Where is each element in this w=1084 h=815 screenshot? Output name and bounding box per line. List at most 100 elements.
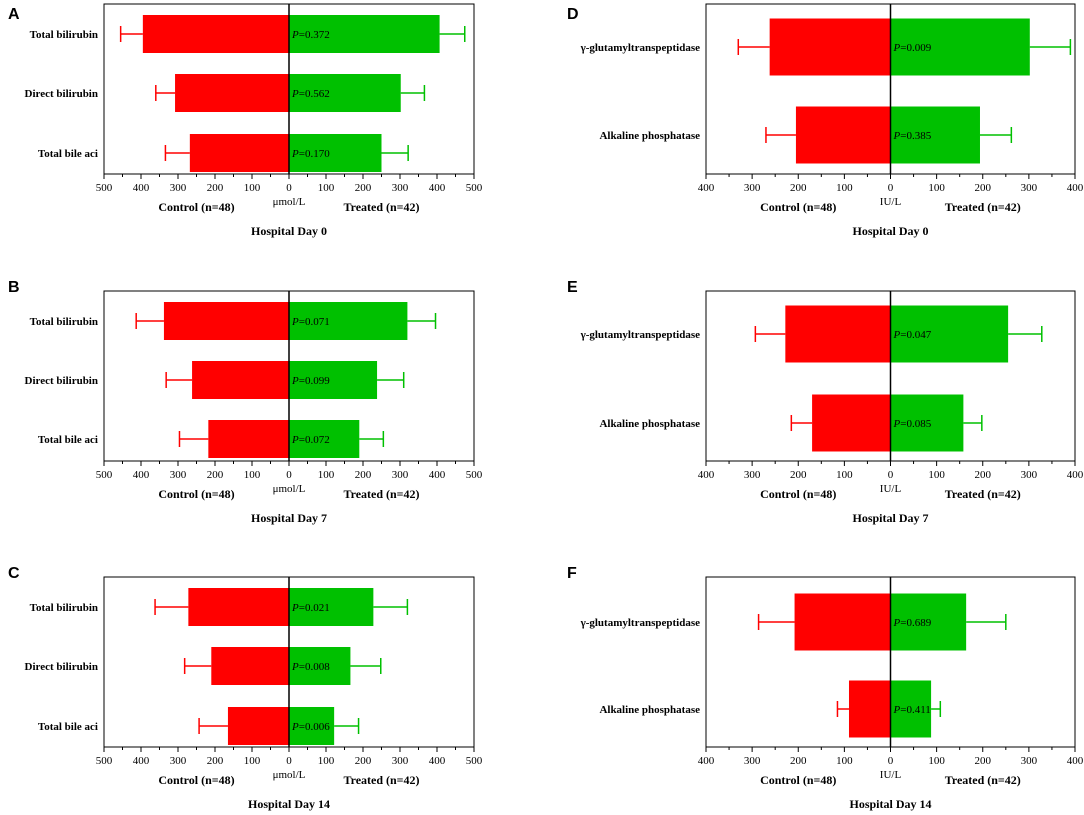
x-tick-label: 500 [466,182,483,194]
x-tick-label: 300 [392,755,409,767]
x-tick-label: 400 [429,755,446,767]
treated-bar [289,361,378,399]
panel-letter: E [567,279,578,296]
p-value: =0.047 [900,329,931,341]
treated-group-label: Treated (n=42) [945,487,1021,501]
p-symbol: P [893,418,901,430]
x-tick-label: 400 [698,469,715,481]
treated-bar [289,302,408,340]
x-tick-label: 100 [836,469,853,481]
p-symbol: P [291,88,299,100]
control-group-label: Control (n=48) [760,487,836,501]
x-tick-label: 100 [928,182,945,194]
control-bar [208,420,289,458]
x-tick-label: 100 [244,182,261,194]
treated-bar [890,593,967,651]
category-label: γ-glutamyltranspeptidase [580,329,701,341]
category-label: Alkaline phosphatase [599,704,700,716]
control-bar [848,680,891,738]
panel-f: Fγ-glutamyltranspeptidase P=0.689Alkaline… [567,565,1084,811]
p-symbol: P [893,130,901,142]
treated-bar [289,74,401,112]
p-value: =0.385 [900,130,931,142]
p-value: =0.006 [299,721,330,733]
panel-title: Hospital Day 7 [852,511,928,525]
panel-title: Hospital Day 0 [852,224,928,238]
x-tick-label: 100 [836,755,853,767]
p-symbol: P [291,148,299,160]
x-tick-label: 500 [96,755,113,767]
panel-letter: C [8,565,20,582]
control-bar [142,15,289,53]
treated-bar [289,15,440,53]
p-value-label: P=0.071 [291,316,330,328]
x-tick-label: 500 [466,469,483,481]
p-symbol: P [893,42,901,54]
x-tick-label: 300 [392,469,409,481]
p-value-label: P=0.006 [291,721,330,733]
unit-label: IU/L [880,483,902,495]
p-value: =0.021 [299,602,330,614]
x-tick-label: 100 [928,469,945,481]
p-value: =0.085 [900,418,931,430]
category-label: Alkaline phosphatase [599,418,700,430]
panel-letter: A [8,6,20,23]
p-value-label: P=0.689 [893,617,932,629]
treated-bar [289,134,382,172]
x-tick-label: 200 [790,469,807,481]
x-tick-label: 400 [1067,755,1084,767]
p-value: =0.072 [299,434,330,446]
x-tick-label: 400 [698,755,715,767]
x-tick-label: 200 [355,469,372,481]
unit-label: μmol/L [273,196,306,208]
p-value-label: P=0.562 [291,88,330,100]
x-tick-label: 200 [790,755,807,767]
p-symbol: P [291,29,299,41]
p-symbol: P [291,375,299,387]
p-symbol: P [291,661,299,673]
x-tick-label: 300 [1021,755,1038,767]
control-bar [163,302,289,340]
panel-e: Eγ-glutamyltranspeptidase P=0.047Alkaline… [567,279,1084,525]
x-tick-label: 0 [286,469,292,481]
x-tick-label: 0 [286,755,292,767]
x-tick-label: 100 [928,755,945,767]
x-tick-label: 400 [133,755,150,767]
p-value: =0.071 [299,316,330,328]
x-tick-label: 200 [355,755,372,767]
control-bar [769,18,891,76]
control-bar [192,361,289,399]
x-tick-label: 100 [244,755,261,767]
x-tick-label: 400 [133,182,150,194]
p-value-label: P=0.047 [893,329,932,341]
unit-label: IU/L [880,196,902,208]
category-label: γ-glutamyltranspeptidase [580,42,701,54]
p-value: =0.372 [299,29,330,41]
control-bar [227,707,289,745]
x-tick-label: 0 [888,755,894,767]
x-tick-label: 300 [170,182,187,194]
x-tick-label: 300 [392,182,409,194]
treated-bar [890,680,932,738]
panel-title: Hospital Day 14 [849,797,931,811]
x-tick-label: 300 [744,755,761,767]
control-bar [189,134,289,172]
treated-bar [890,394,964,452]
p-value-label: P=0.385 [893,130,932,142]
x-tick-label: 0 [888,469,894,481]
treated-group-label: Treated (n=42) [343,487,419,501]
p-value-label: P=0.072 [291,434,330,446]
p-value-label: P=0.411 [893,704,931,716]
x-tick-label: 300 [744,469,761,481]
category-label: Total bilirubin [30,602,98,614]
x-tick-label: 200 [207,755,224,767]
category-label: Alkaline phosphatase [599,130,700,142]
panel-title: Hospital Day 7 [251,511,327,525]
x-tick-label: 200 [975,469,992,481]
panel-d: Dγ-glutamyltranspeptidase P=0.009Alkaline… [567,3,1084,238]
x-tick-label: 100 [836,182,853,194]
treated-group-label: Treated (n=42) [945,200,1021,214]
